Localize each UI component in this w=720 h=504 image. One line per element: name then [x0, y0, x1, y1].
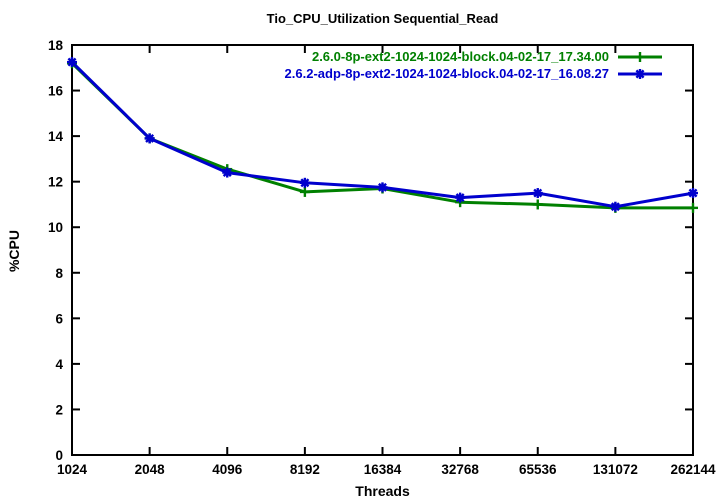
y-tick-label: 2 — [55, 402, 63, 417]
y-tick-label: 6 — [55, 311, 63, 326]
y-tick-label: 10 — [48, 220, 63, 235]
x-tick-label: 16384 — [364, 462, 402, 477]
y-tick-label: 14 — [48, 129, 64, 144]
legend-line-sample-plus-icon — [618, 51, 662, 62]
legend: 2.6.0-8p-ext2-1024-1024-block.04-02-17_1… — [285, 49, 662, 81]
legend-line-sample-asterisk-icon — [618, 68, 662, 79]
legend-label-series-1: 2.6.2-adp-8p-ext2-1024-1024-block.04-02-… — [284, 66, 609, 81]
legend-item-series-0: 2.6.0-8p-ext2-1024-1024-block.04-02-17_1… — [312, 49, 662, 64]
legend-item-series-1: 2.6.2-adp-8p-ext2-1024-1024-block.04-02-… — [285, 66, 662, 81]
y-tick-label: 16 — [48, 84, 64, 99]
y-axis-label: %CPU — [6, 230, 22, 273]
legend-label-series-0: 2.6.0-8p-ext2-1024-1024-block.04-02-17_1… — [311, 49, 609, 64]
x-tick-label: 2048 — [135, 462, 166, 477]
y-tick-label: 12 — [48, 175, 63, 190]
chart-title: Tio_CPU_Utilization Sequential_Read — [266, 11, 499, 26]
x-tick-label: 1024 — [57, 462, 88, 477]
x-tick-label: 262144 — [670, 462, 716, 477]
y-tick-label: 18 — [48, 38, 64, 53]
y-tick-label: 8 — [55, 266, 63, 281]
x-tick-label: 32768 — [441, 462, 479, 477]
x-tick-label: 8192 — [290, 462, 320, 477]
x-tick-label: 4096 — [212, 462, 243, 477]
y-tick-label: 0 — [55, 448, 63, 463]
x-tick-label: 131072 — [593, 462, 638, 477]
series-1-line — [67, 57, 698, 212]
x-tick-label: 65536 — [519, 462, 557, 477]
y-tick-label: 4 — [55, 357, 63, 372]
x-axis-label: Threads — [355, 483, 410, 499]
